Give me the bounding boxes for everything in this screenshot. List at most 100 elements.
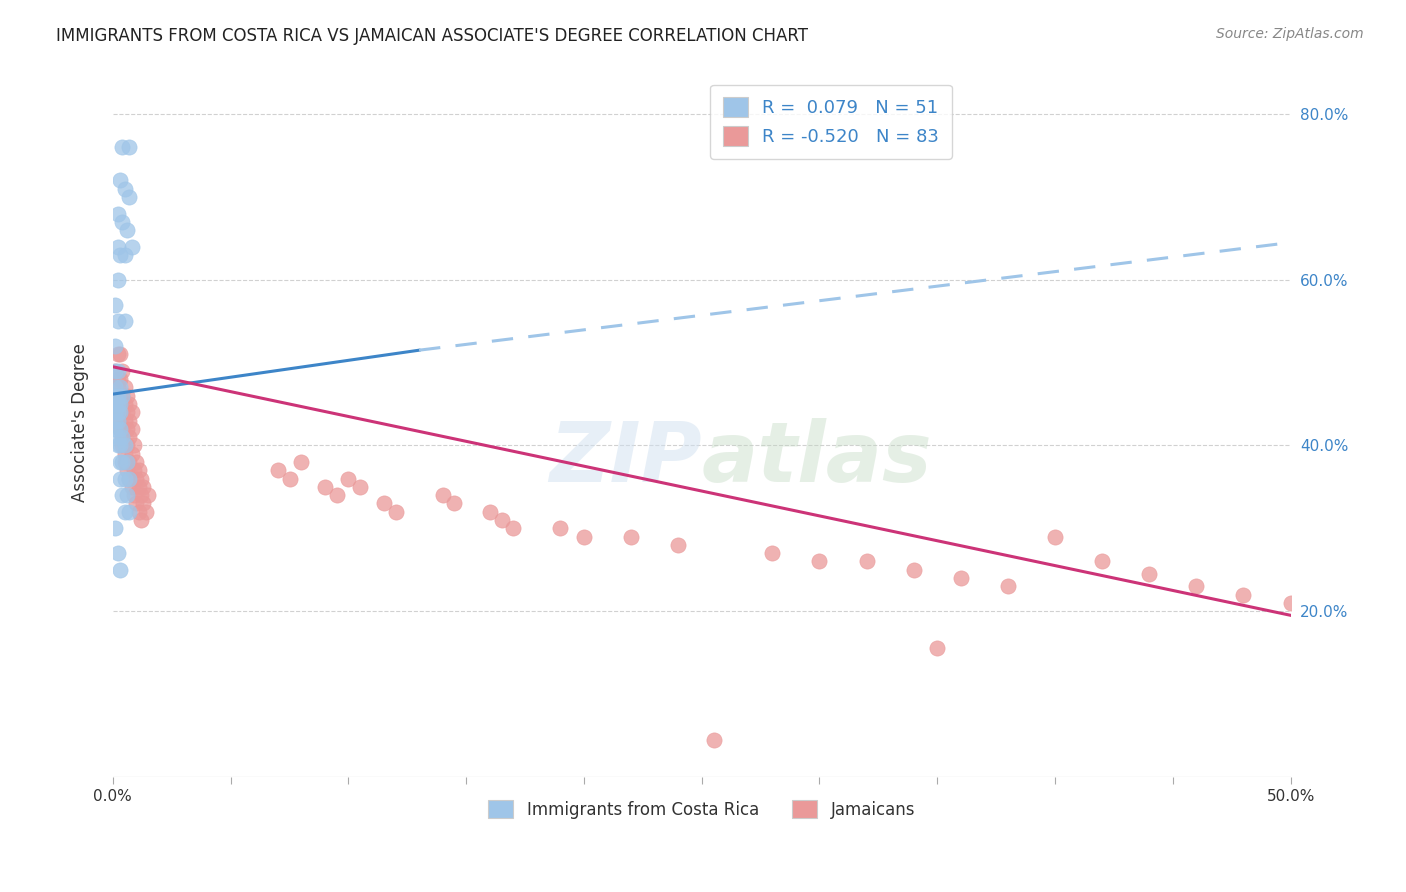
Point bbox=[104, 298, 127, 312]
Point bbox=[118, 414, 141, 428]
Point bbox=[121, 480, 143, 494]
Point bbox=[108, 173, 131, 187]
Point bbox=[104, 422, 127, 436]
Point bbox=[108, 472, 131, 486]
Point bbox=[104, 389, 127, 403]
Point bbox=[114, 447, 136, 461]
Point bbox=[125, 455, 148, 469]
Point bbox=[108, 405, 131, 419]
Point bbox=[114, 314, 136, 328]
Point bbox=[443, 496, 465, 510]
Point bbox=[111, 430, 134, 444]
Y-axis label: Associate's Degree: Associate's Degree bbox=[72, 343, 89, 502]
Point bbox=[122, 463, 145, 477]
Point bbox=[122, 438, 145, 452]
Point bbox=[107, 273, 129, 287]
Point bbox=[111, 389, 134, 403]
Point bbox=[855, 554, 877, 568]
Text: ZIP: ZIP bbox=[550, 417, 702, 499]
Point bbox=[129, 488, 152, 502]
Point bbox=[432, 488, 454, 502]
Point bbox=[122, 488, 145, 502]
Point bbox=[267, 463, 290, 477]
Point bbox=[107, 364, 129, 378]
Text: atlas: atlas bbox=[702, 417, 932, 499]
Point bbox=[104, 364, 127, 378]
Point bbox=[949, 571, 972, 585]
Point bbox=[114, 380, 136, 394]
Point bbox=[118, 455, 141, 469]
Point bbox=[111, 215, 134, 229]
Point bbox=[997, 579, 1019, 593]
Point bbox=[118, 472, 141, 486]
Point bbox=[108, 397, 131, 411]
Text: IMMIGRANTS FROM COSTA RICA VS JAMAICAN ASSOCIATE'S DEGREE CORRELATION CHART: IMMIGRANTS FROM COSTA RICA VS JAMAICAN A… bbox=[56, 27, 808, 45]
Point bbox=[502, 521, 524, 535]
Point bbox=[104, 339, 127, 353]
Point bbox=[349, 480, 371, 494]
Point bbox=[104, 364, 127, 378]
Point bbox=[290, 455, 312, 469]
Point bbox=[104, 380, 127, 394]
Point bbox=[903, 563, 925, 577]
Point bbox=[325, 488, 347, 502]
Point bbox=[107, 405, 129, 419]
Point bbox=[107, 314, 129, 328]
Point bbox=[107, 397, 129, 411]
Point bbox=[125, 472, 148, 486]
Point bbox=[115, 438, 138, 452]
Point bbox=[108, 380, 131, 394]
Point bbox=[129, 513, 152, 527]
Point bbox=[108, 422, 131, 436]
Point bbox=[111, 430, 134, 444]
Point bbox=[104, 414, 127, 428]
Point bbox=[118, 190, 141, 204]
Point bbox=[121, 240, 143, 254]
Point bbox=[108, 438, 131, 452]
Point bbox=[108, 248, 131, 262]
Point bbox=[114, 505, 136, 519]
Point bbox=[118, 430, 141, 444]
Point bbox=[114, 472, 136, 486]
Legend: Immigrants from Costa Rica, Jamaicans: Immigrants from Costa Rica, Jamaicans bbox=[482, 793, 922, 825]
Point bbox=[114, 181, 136, 195]
Point bbox=[478, 505, 501, 519]
Point bbox=[108, 405, 131, 419]
Point bbox=[104, 380, 127, 394]
Point bbox=[111, 140, 134, 154]
Point bbox=[107, 347, 129, 361]
Point bbox=[114, 397, 136, 411]
Point bbox=[111, 438, 134, 452]
Point bbox=[118, 505, 141, 519]
Point bbox=[278, 472, 301, 486]
Point bbox=[132, 480, 155, 494]
Point bbox=[337, 472, 360, 486]
Point bbox=[108, 397, 131, 411]
Point bbox=[107, 546, 129, 560]
Point bbox=[104, 405, 127, 419]
Point bbox=[384, 505, 406, 519]
Point bbox=[1232, 588, 1254, 602]
Point bbox=[115, 389, 138, 403]
Point bbox=[108, 422, 131, 436]
Point bbox=[121, 405, 143, 419]
Point bbox=[114, 455, 136, 469]
Point bbox=[107, 389, 129, 403]
Point bbox=[114, 414, 136, 428]
Point bbox=[111, 389, 134, 403]
Point bbox=[118, 397, 141, 411]
Point bbox=[666, 538, 689, 552]
Point bbox=[927, 641, 949, 656]
Point bbox=[550, 521, 572, 535]
Point bbox=[115, 488, 138, 502]
Point bbox=[761, 546, 783, 560]
Point bbox=[314, 480, 336, 494]
Point bbox=[107, 206, 129, 220]
Point bbox=[111, 405, 134, 419]
Point bbox=[373, 496, 395, 510]
Point bbox=[1091, 554, 1114, 568]
Point bbox=[108, 455, 131, 469]
Point bbox=[1137, 566, 1160, 581]
Point bbox=[107, 389, 129, 403]
Point bbox=[115, 455, 138, 469]
